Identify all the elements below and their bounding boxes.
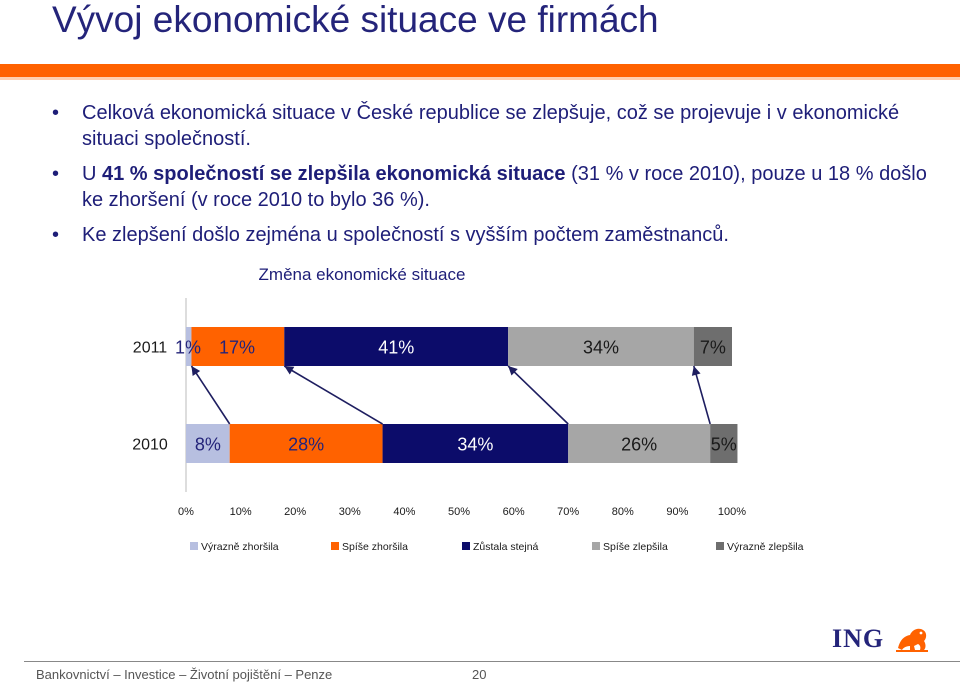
- bullet-bold-text: 41 % společností se zlepšila ekonomická …: [102, 163, 566, 185]
- chart-title: Změna ekonomické situace: [259, 265, 466, 284]
- x-tick-label: 100%: [718, 506, 746, 518]
- data-label: 7%: [700, 338, 726, 358]
- bullet-text: (31 % v roce 2010), pouze u 18 % došlo k…: [82, 163, 927, 211]
- connector-arrowhead: [191, 366, 201, 376]
- lion-icon: [896, 628, 928, 652]
- data-label: 41%: [378, 338, 414, 358]
- x-tick-label: 50%: [448, 506, 470, 518]
- ing-logo: ING: [832, 620, 932, 656]
- x-tick-label: 20%: [284, 506, 306, 518]
- x-tick-label: 40%: [393, 506, 415, 518]
- bullet-text: U: [82, 163, 102, 185]
- legend-swatch: [331, 542, 339, 550]
- connector-line: [693, 365, 711, 425]
- data-label: 34%: [457, 435, 493, 455]
- bar-segment: [191, 327, 285, 366]
- bar-segment: [186, 424, 230, 463]
- connector-line: [190, 365, 231, 425]
- bar-segment: [229, 424, 383, 463]
- category-label: 2010: [132, 437, 168, 454]
- legend-label: Spíše zhoršila: [342, 541, 408, 553]
- data-label: 1%: [175, 338, 201, 358]
- data-label: 17%: [219, 338, 255, 358]
- footer-text: Bankovnictví – Investice – Životní pojiš…: [36, 667, 333, 682]
- bar-segment: [284, 327, 509, 366]
- bullet-item: Ke zlepšení došlo zejména u společností …: [50, 222, 930, 248]
- legend-swatch: [592, 542, 600, 550]
- bullet-text: Celková ekonomická situace v České repub…: [82, 102, 900, 150]
- footer-divider: [24, 661, 960, 662]
- x-tick-label: 0%: [178, 506, 194, 518]
- data-label: 5%: [711, 435, 737, 455]
- connector-line: [283, 365, 383, 425]
- bar-segment: [568, 424, 711, 463]
- bullet-text: Ke zlepšení došlo zejména u společností …: [82, 224, 729, 246]
- legend-swatch: [462, 542, 470, 550]
- bullet-item: Celková ekonomická situace v České repub…: [50, 100, 930, 152]
- bar-segment: [186, 327, 192, 366]
- connector-arrowhead: [691, 366, 701, 376]
- bar-segment: [693, 327, 732, 366]
- data-label: 8%: [195, 435, 221, 455]
- logo-text: ING: [832, 624, 885, 653]
- legend-swatch: [190, 542, 198, 550]
- x-tick-label: 60%: [503, 506, 525, 518]
- bar-segment: [508, 327, 694, 366]
- connector-line: [507, 365, 569, 425]
- legend-label: Výrazně zhoršila: [201, 541, 279, 553]
- x-tick-label: 10%: [230, 506, 252, 518]
- connector-arrowhead: [508, 366, 518, 376]
- bar-segment: [382, 424, 569, 463]
- data-label: 34%: [583, 338, 619, 358]
- page-number: 20: [472, 667, 487, 682]
- stacked-bar-chart: Změna ekonomické situace 2011 2010 1% 17% 41%…: [132, 265, 804, 553]
- slide-title: Vývoj ekonomické situace ve firmách: [52, 0, 659, 40]
- x-tick-label: 90%: [666, 506, 688, 518]
- legend-label: Výrazně zlepšila: [727, 541, 804, 553]
- connector-arrowhead: [284, 366, 295, 375]
- data-label: 26%: [621, 435, 657, 455]
- bullet-item: U 41 % společností se zlepšila ekonomick…: [50, 161, 930, 213]
- x-tick-label: 30%: [339, 506, 361, 518]
- x-tick-label: 80%: [612, 506, 634, 518]
- bullet-list: Celková ekonomická situace v České repub…: [50, 100, 930, 257]
- bar-segment: [710, 424, 738, 463]
- data-label: 28%: [288, 435, 324, 455]
- x-tick-label: 70%: [557, 506, 579, 518]
- legend-label: Spíše zlepšila: [603, 541, 668, 553]
- title-divider: [0, 64, 960, 80]
- category-label: 2011: [133, 340, 168, 357]
- legend-swatch: [716, 542, 724, 550]
- legend-label: Zůstala stejná: [473, 541, 539, 553]
